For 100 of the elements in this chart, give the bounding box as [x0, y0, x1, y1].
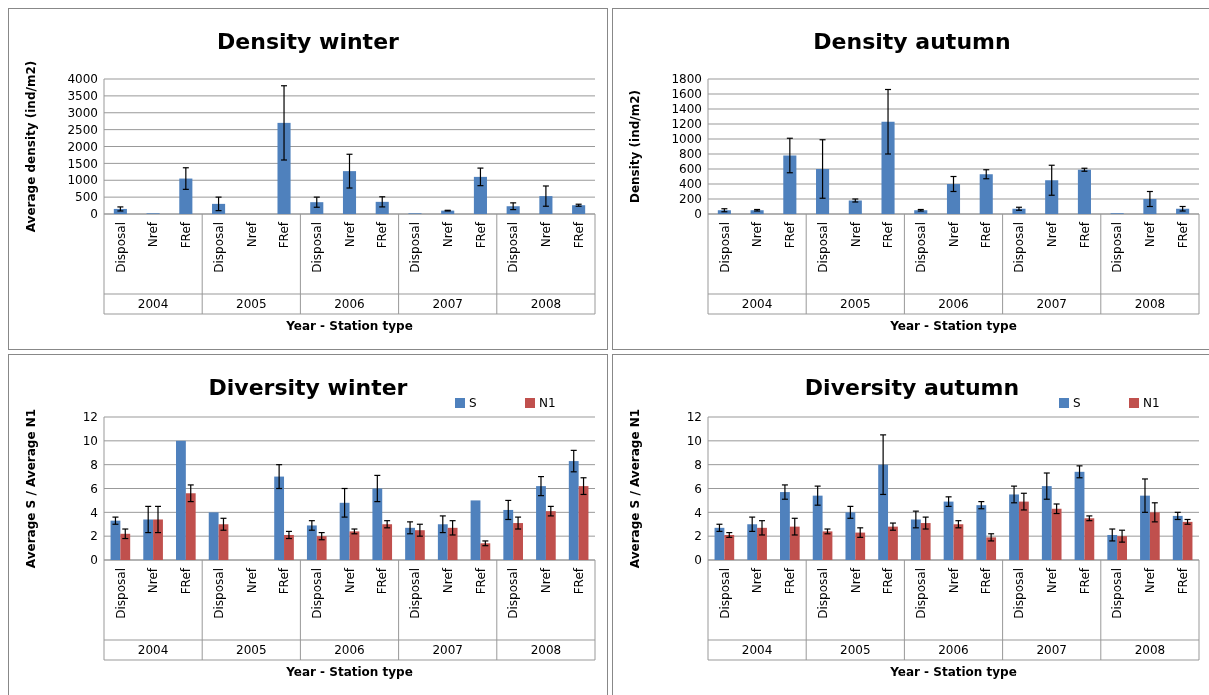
bar — [1077, 169, 1091, 214]
chart-title: Diversity autumn — [804, 375, 1020, 400]
bar — [414, 530, 425, 560]
bar — [946, 184, 961, 214]
x-axis-title: Year - Station type — [285, 665, 413, 679]
text: 2007 — [1036, 297, 1067, 312]
bar — [185, 493, 196, 560]
bar — [881, 121, 895, 214]
text: 2007 — [432, 643, 463, 658]
x-tick-label: Disposal — [815, 568, 830, 619]
x-tick-label: Nref — [1143, 221, 1158, 248]
x-tick-label: Disposal — [408, 222, 423, 273]
x-axis-title: Year - Station type — [889, 319, 1017, 333]
y-tick-label: 2 — [694, 529, 702, 544]
x-tick-label: FRef — [979, 567, 994, 595]
x-axis-title: Year - Station type — [285, 319, 413, 333]
x-tick-label: Disposal — [1110, 568, 1125, 619]
bar — [724, 534, 735, 560]
bar — [208, 512, 219, 560]
x-tick-label: Disposal — [913, 222, 928, 273]
text: 2008 — [530, 643, 562, 658]
bar — [920, 523, 931, 560]
x-tick-label: Nref — [146, 221, 161, 248]
y-tick-label: 0 — [694, 553, 702, 568]
chart-title: Diversity winter — [208, 375, 408, 400]
text: 2008 — [1134, 297, 1166, 312]
bar — [480, 543, 491, 560]
x-tick-label: Nref — [244, 567, 259, 594]
x-tick-label: Disposal — [1012, 222, 1027, 273]
x-tick-label: FRef — [179, 567, 194, 595]
x-tick-label: Disposal — [815, 222, 830, 273]
x-tick-label: Nref — [342, 221, 357, 248]
x-tick-label: Nref — [750, 567, 765, 594]
x-tick-label: Disposal — [1110, 222, 1125, 273]
x-tick-label: Disposal — [717, 568, 732, 619]
bar — [110, 520, 121, 560]
x-tick-label: Disposal — [408, 568, 423, 619]
x-axis-title: Year - Station type — [889, 665, 1017, 679]
bar — [979, 174, 993, 214]
x-tick-label: Nref — [750, 221, 765, 248]
y-axis-title: Density (ind/m2) — [628, 89, 642, 204]
bar — [783, 155, 797, 214]
bar — [339, 502, 350, 560]
y-tick-label: 1500 — [67, 156, 98, 171]
bar — [437, 524, 448, 560]
y-tick-label: 600 — [679, 162, 702, 177]
y-tick-label: 1200 — [671, 117, 702, 132]
bar — [316, 536, 327, 560]
y-tick-label: 4 — [694, 505, 702, 520]
bar — [976, 505, 987, 560]
legend-label: N1 — [1143, 396, 1160, 411]
bar — [943, 501, 954, 560]
bar — [513, 523, 523, 560]
bar — [848, 200, 862, 214]
bar — [536, 486, 546, 560]
bar — [277, 122, 291, 214]
bar — [153, 519, 163, 560]
bar — [910, 519, 921, 560]
y-axis-title: Average S / Average N1 — [24, 408, 38, 569]
text: 2005 — [236, 297, 267, 312]
bar — [747, 524, 758, 560]
x-tick-label: Nref — [342, 567, 357, 594]
x-tick-label: Disposal — [113, 568, 128, 619]
y-tick-label: 2 — [90, 529, 98, 544]
y-tick-label: 0 — [90, 553, 98, 568]
bar — [1140, 495, 1150, 560]
bar — [349, 531, 360, 560]
x-tick-label: FRef — [277, 221, 292, 249]
y-tick-label: 6 — [90, 481, 98, 496]
x-tick-label: Nref — [440, 221, 455, 248]
x-tick-label: FRef — [571, 221, 586, 249]
y-tick-label: 8 — [90, 457, 98, 472]
bar — [473, 176, 487, 214]
bar — [878, 464, 889, 560]
x-tick-label: Nref — [1143, 567, 1158, 594]
text: 2004 — [137, 643, 169, 658]
x-tick-label: Disposal — [506, 222, 521, 273]
bar — [888, 526, 898, 560]
text: 2008 — [530, 297, 562, 312]
y-tick-label: 3000 — [67, 105, 98, 120]
bar — [1051, 508, 1062, 560]
bar — [1172, 515, 1183, 560]
bar — [382, 524, 393, 560]
bar — [1041, 486, 1052, 560]
legend-label: S — [469, 396, 477, 411]
text: 2004 — [741, 297, 773, 312]
bar — [822, 531, 833, 560]
x-tick-label: Disposal — [1012, 568, 1027, 619]
x-tick-label: Disposal — [309, 222, 324, 273]
y-tick-label: 4000 — [67, 72, 98, 87]
y-tick-label: 1000 — [67, 173, 98, 188]
bar — [1084, 518, 1095, 560]
x-tick-label: FRef — [1175, 567, 1190, 595]
y-tick-label: 400 — [679, 177, 702, 192]
text: 2006 — [334, 643, 365, 658]
bar — [503, 509, 514, 560]
y-tick-label: 10 — [82, 434, 98, 449]
x-tick-label: Nref — [946, 567, 961, 594]
x-tick-label: Nref — [146, 567, 161, 594]
x-tick-label: Nref — [539, 221, 554, 248]
